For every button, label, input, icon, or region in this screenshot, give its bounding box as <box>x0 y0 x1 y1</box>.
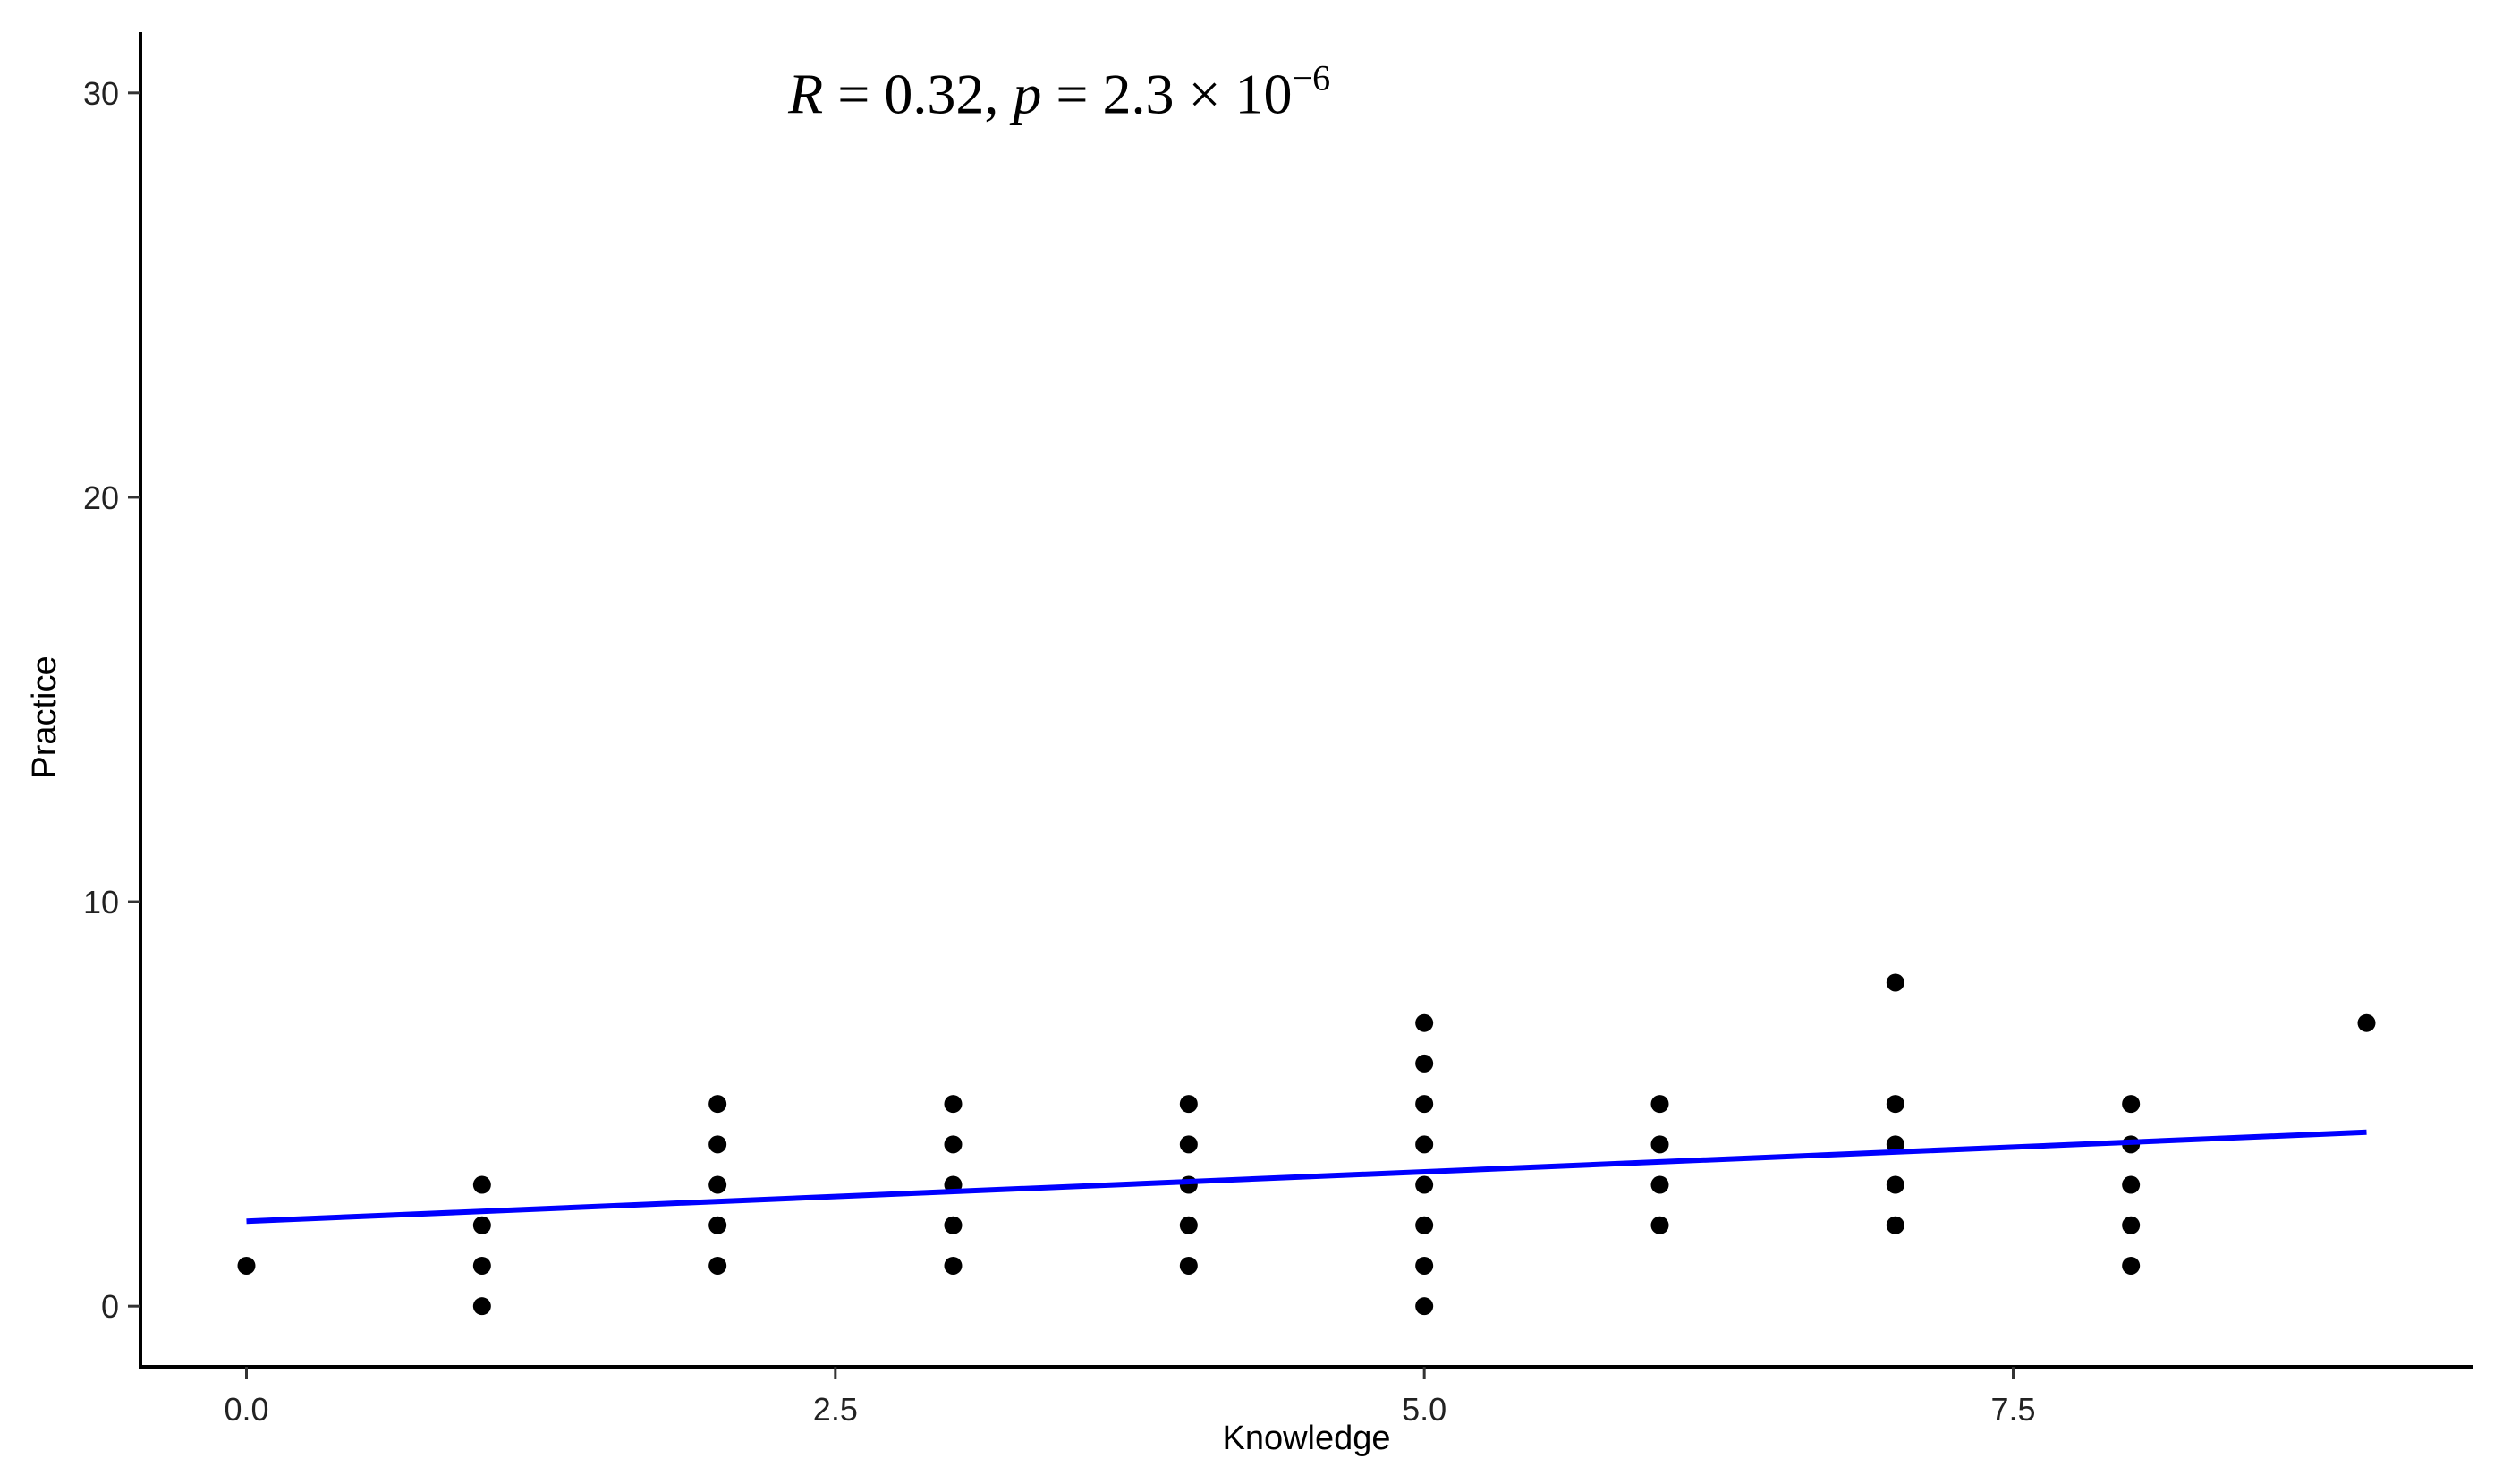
y-tick-label: 20 <box>83 479 119 516</box>
data-point <box>1886 1135 1904 1154</box>
data-point <box>1415 1013 1434 1032</box>
data-point <box>1179 1135 1198 1154</box>
data-point <box>1886 973 1904 992</box>
data-point <box>1415 1216 1434 1234</box>
data-point <box>1886 1175 1904 1194</box>
data-point <box>472 1216 491 1234</box>
data-point <box>708 1095 727 1114</box>
data-point <box>1650 1135 1669 1154</box>
data-point <box>1179 1095 1198 1114</box>
data-point <box>1650 1095 1669 1114</box>
y-axis-title: Practice <box>26 656 64 778</box>
x-tick-label: 5.0 <box>1402 1391 1446 1428</box>
x-tick-label: 2.5 <box>813 1391 858 1428</box>
data-point <box>1179 1175 1198 1194</box>
annotation-p-text: = 2.3 × 10 <box>1041 62 1292 125</box>
data-point <box>2122 1095 2141 1114</box>
data-point <box>944 1135 963 1154</box>
data-point <box>708 1216 727 1234</box>
x-tick-label: 7.5 <box>1990 1391 2035 1428</box>
y-tick-label: 10 <box>83 884 119 920</box>
data-point <box>944 1095 963 1114</box>
data-point <box>708 1256 727 1275</box>
correlation-annotation: R = 0.32, p = 2.3 × 10−6 <box>787 57 1330 125</box>
data-point <box>1415 1175 1434 1194</box>
data-point <box>2122 1175 2141 1194</box>
data-point <box>472 1256 491 1275</box>
data-point <box>2122 1256 2141 1275</box>
annotation-r-symbol: R <box>787 62 823 125</box>
annotation-p-symbol: p <box>1009 62 1041 125</box>
data-point <box>708 1175 727 1194</box>
annotation-p-exponent: −6 <box>1293 57 1331 98</box>
data-point <box>1415 1095 1434 1114</box>
data-point <box>1415 1054 1434 1073</box>
y-tick-label: 0 <box>101 1288 119 1325</box>
data-point <box>1415 1135 1434 1154</box>
regression-line <box>246 1129 2367 1225</box>
data-point <box>1886 1095 1904 1114</box>
data-point <box>1179 1216 1198 1234</box>
x-axis-title: Knowledge <box>1222 1420 1390 1457</box>
data-point <box>1650 1175 1669 1194</box>
annotation-r-text: = 0.32, <box>823 62 1013 125</box>
data-point <box>1415 1297 1434 1316</box>
x-tick-label: 0.0 <box>224 1391 268 1428</box>
data-point <box>472 1297 491 1316</box>
data-point <box>1886 1216 1904 1234</box>
data-point <box>944 1256 963 1275</box>
data-point <box>237 1256 256 1275</box>
data-point <box>1415 1256 1434 1275</box>
data-point <box>944 1216 963 1234</box>
data-point <box>472 1175 491 1194</box>
data-point <box>708 1135 727 1154</box>
y-tick-label: 30 <box>83 75 119 112</box>
plot-area: 0.0 2.5 5.0 7.5 0 10 20 30 <box>83 32 2473 1428</box>
data-point <box>1650 1216 1669 1234</box>
data-point <box>2357 1013 2376 1032</box>
data-point <box>1179 1256 1198 1275</box>
data-point <box>2122 1216 2141 1234</box>
